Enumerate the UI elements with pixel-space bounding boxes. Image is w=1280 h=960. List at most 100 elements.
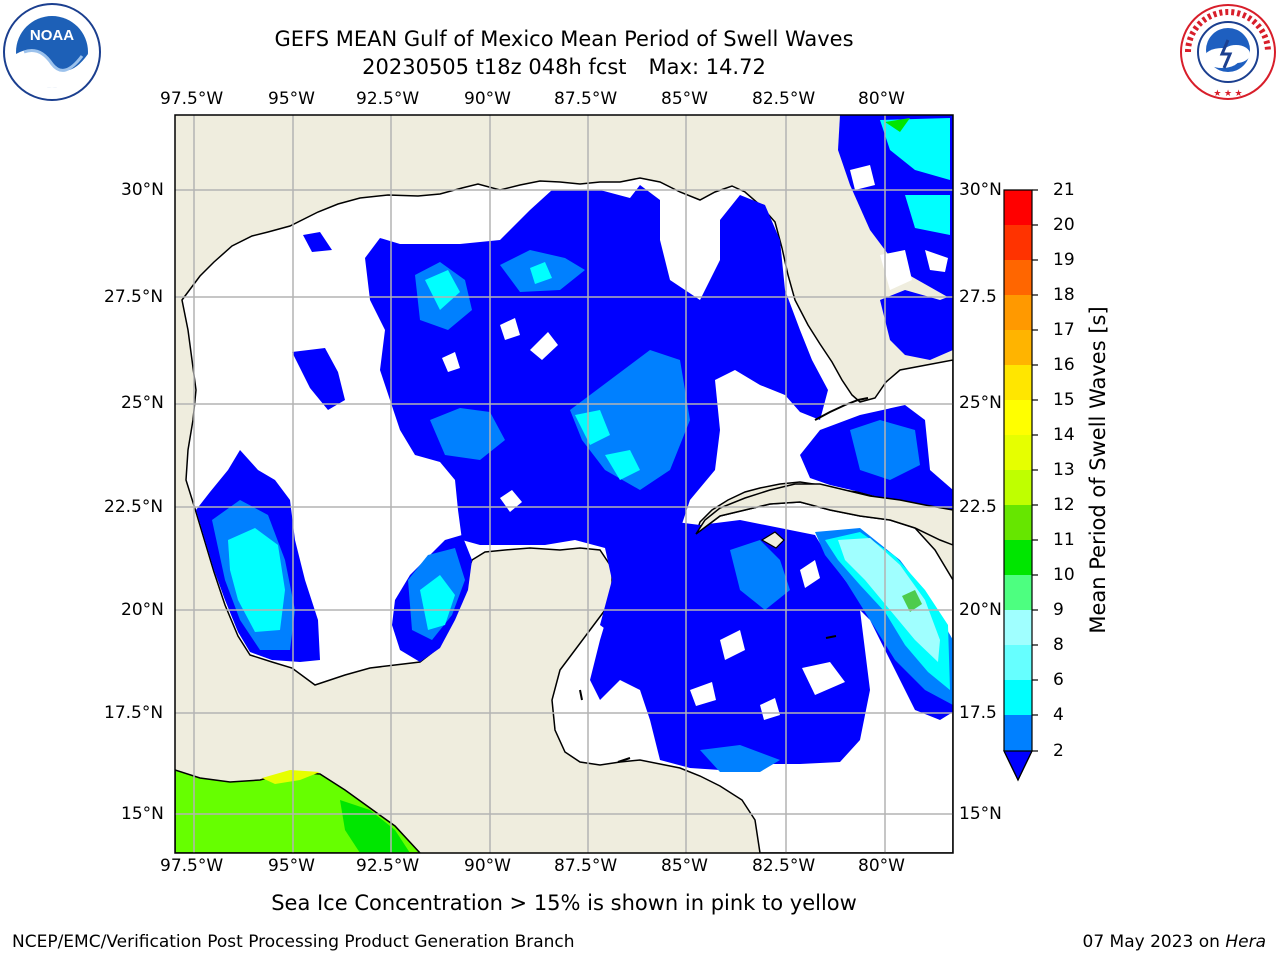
lon-label-top: 92.5°W [356,89,420,109]
colorbar-tick-label: 16 [1053,355,1075,375]
lon-label-top: 95°W [268,89,315,109]
lat-label-left: 22.5°N [104,497,164,517]
colorbar-bin [1004,715,1032,751]
atlantic-green [885,118,910,132]
colorbar [1003,189,1038,782]
lon-label-bottom: 87.5°W [554,856,618,876]
colorbar-bin [1004,470,1032,506]
colorbar-bin [1004,645,1032,681]
footer-date-text: 07 May 2023 on [1082,932,1220,952]
swell-region-east-gulf [880,290,953,360]
colorbar-bin [1004,295,1032,331]
colorbar-tick-label: 21 [1053,180,1075,200]
footer-machine: Hera [1225,932,1266,952]
lon-label-top: 85°W [661,89,708,109]
lat-label-right: 30°N [959,180,1002,200]
colorbar-tick-label: 8 [1053,635,1064,655]
footer-credit: NCEP/EMC/Verification Post Processing Pr… [12,932,575,952]
calm-hole-5 [800,560,820,588]
swell-band-cyan-2 [425,270,460,310]
colorbar-tick-label: 2 [1053,741,1064,761]
swell-band-cyan-6 [825,532,950,690]
lon-label-top: 82.5°W [752,89,816,109]
calm-hole-6 [720,630,745,660]
map-frame [174,114,954,854]
noaa-logo: NOAA [2,2,102,102]
calm-hole-2 [530,332,558,360]
lon-label-bottom: 92.5°W [356,856,420,876]
swell-band-cyan-5 [605,450,640,480]
lat-label-left: 20°N [121,600,164,620]
colorbar-tick-label: 12 [1053,495,1075,515]
colorbar-bin [1004,400,1032,436]
lon-label-bottom: 90°W [464,856,511,876]
colorbar-tick-label: 9 [1053,600,1064,620]
colorbar-bin [1004,365,1032,401]
lat-label-right: 15°N [959,804,1002,824]
lat-label-right: 20°N [959,600,1002,620]
colorbar-bin [1004,575,1032,611]
swell-region-southeast [590,500,953,770]
colorbar-tick-label: 10 [1053,565,1075,585]
colorbar-extend-arrow [1003,750,1033,782]
swell-band-light-4 [570,350,690,490]
calm-hole-3 [442,352,460,372]
lon-label-bottom: 85°W [661,856,708,876]
calm-hole-1 [500,318,520,340]
colorbar-outline [1003,189,1033,782]
lat-label-left: 25°N [121,393,164,413]
colorbar-bin [1004,610,1032,646]
colorbar-tick-label: 15 [1053,390,1075,410]
cuba-island [695,483,953,546]
swell-band-green [902,590,922,612]
colorbar-tick-label: 18 [1053,285,1075,305]
footer-date: 07 May 2023 on Hera [1083,932,1267,952]
lat-label-right: 17.5 [959,703,997,723]
map-gridlines [175,115,953,853]
small-islands [579,635,837,763]
map-subtitle: 20230505 t18z 048h fcst Max: 14.72 [164,55,964,79]
swell-band-cyan-1 [228,528,285,632]
swell-band-light-10 [700,745,780,772]
colorbar-tick-label: 6 [1053,670,1064,690]
colorbar-tick-label: 20 [1053,215,1075,235]
swell-band-aqua [838,538,940,662]
svg-text:★ ★ ★: ★ ★ ★ [1213,88,1242,98]
calm-hole-8 [690,682,716,706]
lon-label-bottom: 80°W [858,856,905,876]
colorbar-label: Mean Period of Swell Waves [s] [1086,306,1110,634]
colorbar-tick-label: 4 [1053,705,1064,725]
calm-hole-9 [760,698,780,720]
calm-hole-7 [802,662,845,695]
atlantic-cyan-1 [880,118,950,180]
lat-label-right: 25°N [959,393,1002,413]
calm-hole-11 [880,250,912,290]
swell-band-cyan-4 [575,410,610,445]
lat-label-left: 27.5°N [104,287,164,307]
colorbar-tick-label: 13 [1053,460,1075,480]
atlantic-cyan-2 [905,195,950,235]
swell-patch-nw [303,232,332,252]
lat-label-left: 17.5°N [104,703,164,723]
max-value: Max: 14.72 [648,55,766,79]
calm-hole-10 [850,165,875,190]
calm-hole-12 [925,250,948,272]
swell-band-light-3 [430,408,505,460]
nws-logo: ★ ★ ★ [1178,2,1278,102]
lon-label-top: 80°W [858,89,905,109]
lon-label-bottom: 82.5°W [752,856,816,876]
isle-of-youth [760,531,785,549]
colorbar-bin [1004,505,1032,541]
colorbar-bin [1004,680,1032,716]
colorbar-bin [1004,540,1032,576]
colorbar-tick-label: 17 [1053,320,1075,340]
colorbar-bin [1004,435,1032,471]
colorbar-tick-label: 14 [1053,425,1075,445]
lat-label-right: 22.5 [959,497,997,517]
colorbar-bin [1004,190,1032,226]
map-title: GEFS MEAN Gulf of Mexico Mean Period of … [274,27,854,51]
colorbar-tick-label: 11 [1053,530,1075,550]
svg-text:NOAA: NOAA [30,27,74,44]
colorbar-bin [1004,225,1032,261]
